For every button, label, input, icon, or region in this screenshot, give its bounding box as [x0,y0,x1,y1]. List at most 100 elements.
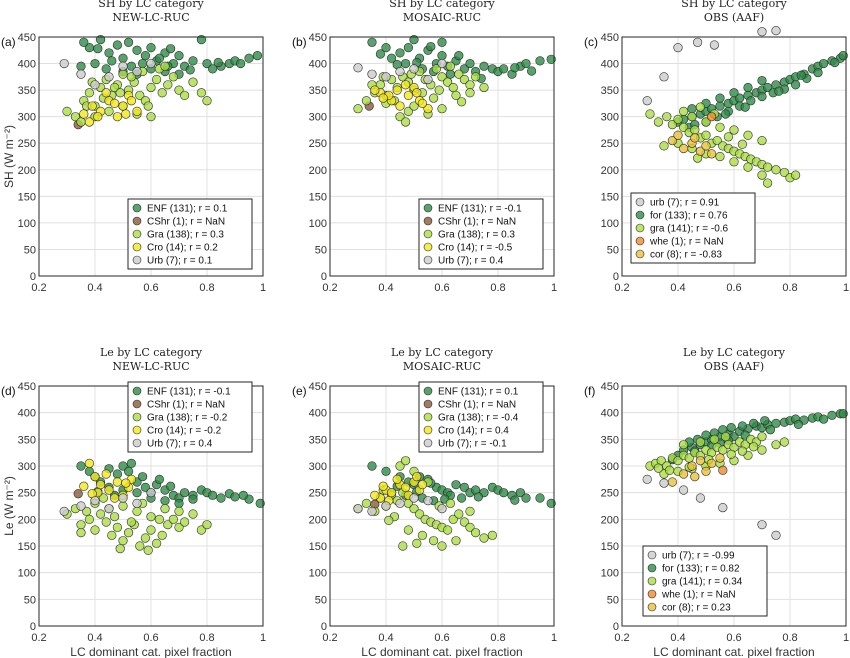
data-point [451,480,461,490]
panel-title-line1: Le by LC category [391,346,494,359]
data-point [236,58,246,69]
data-point [132,498,142,508]
legend-box [127,381,253,453]
data-point [59,506,69,516]
data-point [678,106,689,116]
data-point [667,477,678,487]
legend-marker [635,249,645,259]
data-point [417,480,428,490]
data-point [729,125,739,135]
y-tick-label: 0 [30,271,36,283]
data-point [521,58,531,69]
data-point [196,525,206,535]
legend-marker [132,242,142,252]
y-tick-label: 400 [18,59,36,71]
series-f-4 [667,453,725,487]
y-tick-label: 50 [24,244,36,256]
y-tick-label: 200 [18,514,36,526]
panel-label: (f) [584,384,595,398]
y-tick-label: 400 [18,408,36,420]
data-point [642,96,652,106]
panel-d: 0.2 0.4 0.6 0.8 1 0 50 100 150 200 250 300 350 400 450… [1,346,266,658]
data-point [124,37,134,47]
legend-entry: Urb (7); r = -0.1 [438,439,507,450]
data-point [188,509,198,519]
data-point [771,26,781,36]
data-point [255,498,265,508]
data-point [109,493,120,503]
x-tick-label: 0.6 [143,282,158,294]
y-tick-label: 50 [607,594,619,606]
data-point [690,125,700,135]
data-point [715,93,725,103]
panel-f: 0.2 0.4 0.6 0.8 1 0 50 100 150 200 250 300 350 400 450… [584,346,849,658]
data-point [678,122,689,132]
x-tick-label: 0.8 [782,632,797,644]
legend-entry: Gra (138); r = 0.3 [438,230,515,241]
data-point [701,430,711,440]
y-tick-label: 50 [315,594,327,606]
y-tick-label: 350 [309,434,327,446]
panel-title-line1: SH by LC category [98,0,204,10]
data-point [465,58,475,69]
panel-title-line1: Le by LC category [683,346,786,359]
data-point [737,421,748,431]
data-point [73,489,83,499]
data-point [398,541,408,551]
legend-entry: Urb (7); r = 0.4 [438,256,504,267]
data-point [140,50,150,61]
x-axis-label: LC dominant cat. pixel fraction [361,645,522,658]
data-point [437,541,447,551]
x-tick-label: 0.4 [378,632,393,644]
data-point [76,501,86,511]
data-point [659,72,669,82]
y-tick-label: 0 [321,271,327,283]
x-tick-label: 0.2 [31,282,46,294]
data-point [216,493,226,503]
data-point [118,69,128,79]
data-point [454,509,464,519]
y-tick-label: 250 [309,488,327,500]
data-point [471,528,481,538]
y-tick-label: 300 [309,461,327,473]
data-point [132,506,142,516]
data-point [715,151,725,162]
data-point [87,101,97,111]
x-tick-label: 0.6 [434,632,449,644]
data-point [375,49,386,59]
data-point [166,481,176,491]
data-point [771,440,781,450]
data-point [353,104,363,114]
data-point [673,114,683,124]
data-point [160,61,170,71]
data-point [392,474,402,484]
data-point [434,85,444,95]
data-point [838,50,848,61]
data-point [417,530,428,540]
data-point [642,474,652,484]
series-a-4 [59,58,156,90]
data-point [687,104,697,114]
data-point [140,533,150,543]
data-point [678,143,689,154]
data-point [718,465,728,475]
x-tick-label: 0.8 [490,632,505,644]
data-point [429,536,439,546]
series-d-2 [62,493,212,555]
data-point [695,102,706,112]
legend-marker [635,197,645,207]
data-point [454,50,464,61]
data-point [378,481,388,491]
data-point [701,117,711,127]
data-point [454,69,464,79]
legend-marker [647,589,657,599]
data-point [487,530,498,540]
data-point [409,101,419,111]
y-tick-label: 400 [601,408,619,420]
data-point [353,504,363,514]
data-point [443,77,453,87]
data-point [157,88,167,98]
data-point [412,88,422,98]
data-point [152,74,162,85]
